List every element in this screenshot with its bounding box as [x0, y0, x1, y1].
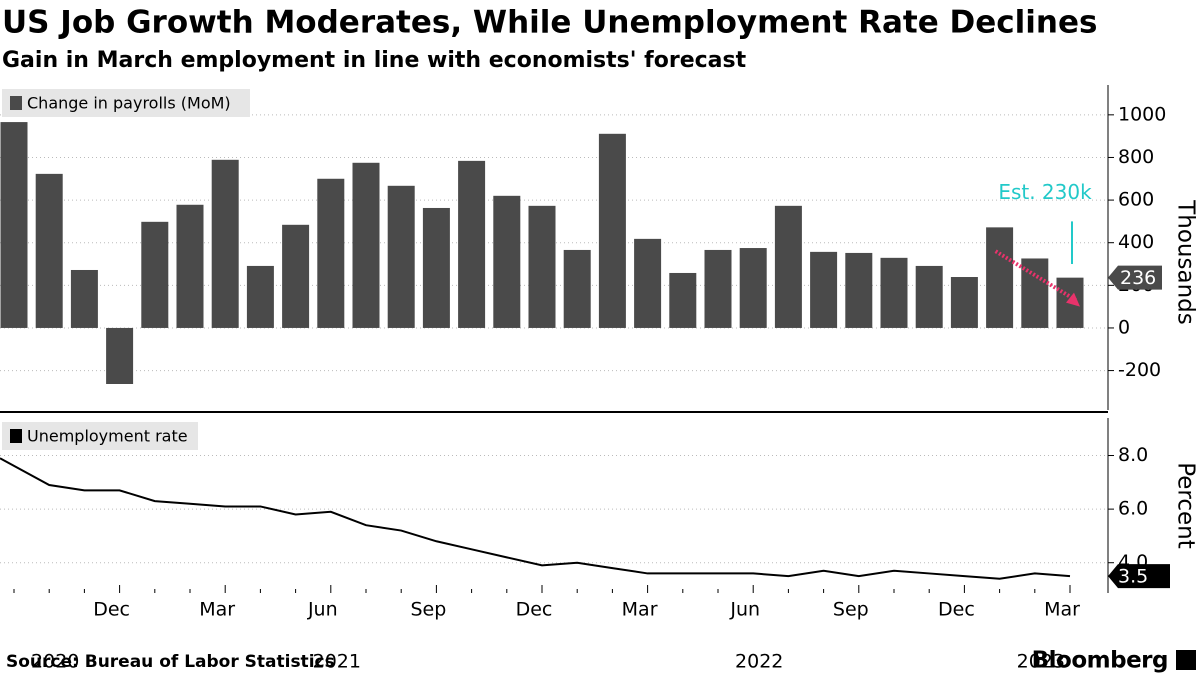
y-tick-label: -200 — [1118, 359, 1161, 381]
estimate-label: Est. 230k — [998, 180, 1092, 204]
bar — [810, 251, 838, 328]
x-tick-label: Dec — [93, 599, 130, 621]
x-year-label: 2021 — [313, 651, 361, 673]
bar — [493, 195, 521, 328]
bar — [458, 160, 486, 328]
source: Source: Bureau of Labor Statistics — [6, 652, 335, 672]
chart-subtitle: Gain in March employment in line with ec… — [2, 48, 747, 73]
trend-arrowhead — [1066, 292, 1080, 307]
bar — [0, 122, 28, 328]
last-value-label: 3.5 — [1118, 566, 1148, 588]
x-tick-label: Mar — [622, 599, 658, 621]
y-tick-label: 8.0 — [1118, 444, 1148, 466]
bar — [634, 238, 662, 328]
bar — [387, 185, 415, 328]
bar — [528, 205, 556, 328]
bar — [246, 265, 274, 328]
x-year-label: 2020 — [31, 651, 79, 673]
bar — [106, 327, 134, 384]
legend-label: Change in payrolls (MoM) — [27, 94, 231, 113]
bar — [880, 257, 908, 328]
bar — [141, 221, 169, 328]
legend-label: Unemployment rate — [27, 427, 188, 446]
bar — [669, 272, 697, 328]
line — [0, 457, 1071, 580]
x-year-label: 2022 — [735, 651, 783, 673]
x-tick-label: Dec — [938, 599, 975, 621]
bar — [70, 269, 98, 328]
bar — [211, 159, 239, 328]
bar — [35, 173, 63, 328]
legend-swatch — [10, 96, 22, 110]
bar — [774, 205, 802, 328]
bar — [352, 162, 380, 328]
legend-box — [2, 422, 198, 450]
bar — [176, 204, 204, 328]
y-tick-label: 400 — [1118, 231, 1154, 253]
y-tick-label: 6.0 — [1118, 498, 1148, 520]
y-axis-label: Thousands — [1173, 199, 1199, 325]
last-value-tag — [1108, 564, 1170, 589]
x-tick-label: Dec — [516, 599, 553, 621]
chart-title: US Job Growth Moderates, While Unemploym… — [2, 5, 1097, 41]
bar — [422, 207, 450, 328]
y-tick-label: 600 — [1118, 189, 1154, 211]
last-value-tag — [1108, 265, 1162, 290]
bar — [282, 224, 310, 328]
x-tick-label: Jun — [307, 599, 338, 621]
bar — [563, 249, 591, 328]
y-tick-label: 1000 — [1118, 103, 1166, 125]
bar — [950, 277, 978, 328]
y-axis-label: Percent — [1173, 462, 1199, 549]
x-tick-label: Mar — [199, 599, 235, 621]
legend-swatch — [10, 429, 22, 443]
bar — [915, 265, 943, 328]
x-tick-label: Sep — [833, 599, 869, 621]
x-tick-label: Jun — [729, 599, 760, 621]
bar — [986, 227, 1014, 328]
legend-box — [2, 89, 250, 117]
last-value-label: 236 — [1120, 267, 1156, 289]
bar — [704, 249, 732, 328]
y-tick-label: 0 — [1118, 316, 1130, 338]
bar — [845, 252, 873, 328]
x-tick-label: Mar — [1044, 599, 1080, 621]
bar — [739, 248, 767, 328]
bar — [317, 178, 345, 328]
bar — [1021, 258, 1049, 328]
brand-icon — [1176, 650, 1196, 670]
y-tick-label: 800 — [1118, 146, 1154, 168]
bar — [598, 133, 626, 328]
brand: Bloomberg — [1032, 648, 1168, 674]
x-year-label: 2023 — [1017, 651, 1065, 673]
x-tick-label: Sep — [410, 599, 446, 621]
